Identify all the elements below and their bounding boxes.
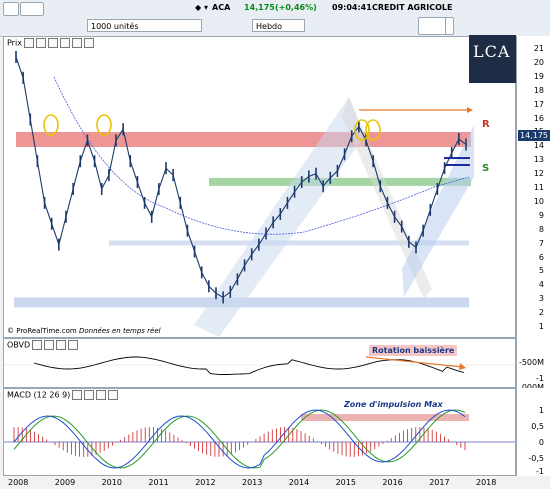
x-tick-label: 2017 — [429, 478, 450, 487]
macd-signal-line — [13, 409, 466, 469]
credit-text: © ProRealTime.com Données en temps réel — [7, 327, 161, 335]
x-tick-label: 2011 — [148, 478, 169, 487]
menu-icon[interactable] — [3, 2, 19, 16]
rising-channel — [194, 97, 364, 337]
price-tick: 7 — [538, 238, 544, 248]
triangle-icon: ◆ ▾ — [195, 3, 208, 12]
support-zone-mid — [109, 240, 469, 246]
impulse-annotation: Zone d'impulsion Max — [344, 400, 443, 409]
price-tick: 12 — [533, 169, 544, 179]
chevron-down-icon[interactable] — [445, 17, 454, 35]
macd-axis: 1 0,5 0 -0,5 -1 — [516, 388, 550, 476]
obvd-arrow — [365, 356, 463, 368]
level-line — [444, 163, 470, 166]
macd-tick: -1 — [536, 467, 544, 476]
rotation-annotation: Rotation baissière — [369, 345, 458, 356]
price-chart — [14, 50, 474, 337]
impulse-zone — [301, 414, 469, 421]
price-tick: 8 — [538, 224, 544, 234]
price-axis: 212019181716151413121110987654321 14,175 — [516, 36, 550, 338]
last-price: 14,175 — [244, 3, 275, 12]
x-tick-label: 2010 — [101, 478, 122, 487]
price-change: (+0,46%) — [275, 3, 317, 12]
lca-logo: LCA — [469, 35, 516, 83]
price-tick: 16 — [533, 113, 544, 123]
obvd-chart — [4, 356, 515, 375]
price-tick: 21 — [533, 44, 544, 53]
price-tick: 14 — [533, 141, 544, 151]
x-tick-label: 2018 — [476, 478, 497, 487]
obvd-arrow-head — [459, 363, 466, 370]
obvd-tick: -500M — [518, 358, 544, 367]
toolbar: ◆ ▾ ACA 14,175 (+0,46%) 09:04:41 CREDIT … — [0, 0, 550, 37]
support-label: S — [482, 163, 490, 174]
price-tick: 17 — [533, 99, 544, 109]
price-tick: 9 — [538, 210, 544, 220]
support-band — [209, 177, 471, 186]
price-tick: 5 — [538, 266, 544, 276]
close-icon[interactable] — [20, 2, 44, 16]
price-panel[interactable]: Prix R S © ProRealTime.com Données en te… — [3, 36, 516, 338]
last-price-tag: 14,175 — [518, 130, 550, 141]
highlight-circle — [43, 114, 59, 136]
macd-tick: 0,5 — [531, 422, 544, 431]
obvd-line — [33, 356, 465, 375]
x-tick-label: 2012 — [195, 478, 216, 487]
price-series — [15, 56, 467, 299]
target-arrow-head — [467, 107, 473, 113]
obvd-panel[interactable]: OBVD Rotation baissière — [3, 338, 516, 388]
price-tick: 11 — [533, 183, 544, 192]
x-tick-label: 2013 — [242, 478, 263, 487]
toolbar-row-bottom: 1000 unités Hebdo — [0, 17, 550, 35]
price-tick: 10 — [533, 196, 544, 206]
ticker-label: ACA — [212, 3, 231, 12]
level-line — [444, 157, 470, 160]
x-tick-label: 2016 — [382, 478, 403, 487]
macd-panel[interactable]: MACD (12 26 9) Zone d'impulsion Max — [3, 388, 516, 476]
price-label: 14,175 — [244, 3, 275, 12]
macd-tick: 1 — [538, 406, 544, 415]
x-tick-label: 2015 — [335, 478, 356, 487]
price-tick: 13 — [533, 155, 544, 165]
instrument-name: CREDIT AGRICOLE — [372, 3, 453, 12]
price-tick: 6 — [538, 252, 544, 262]
price-tick: 1 — [538, 322, 544, 331]
macd-line — [13, 409, 466, 469]
highlight-circle — [96, 114, 112, 136]
price-tick: 2 — [538, 308, 544, 318]
price-tick: 19 — [533, 71, 544, 81]
macd-tick: 0 — [538, 438, 544, 447]
quantity-select[interactable]: 1000 unités — [87, 19, 202, 32]
recent-channel — [402, 125, 474, 297]
macd-title: MACD (12 26 9) — [7, 390, 119, 400]
price-tick: 18 — [533, 85, 544, 95]
x-tick-label: 2014 — [288, 478, 310, 487]
period-select[interactable]: Hebdo — [252, 19, 305, 32]
toolbar-row-top: ◆ ▾ ACA 14,175 (+0,46%) 09:04:41 CREDIT … — [0, 0, 550, 35]
x-tick-label: 2008 — [8, 478, 29, 487]
price-tick: 20 — [533, 57, 544, 67]
moving-average — [53, 76, 470, 235]
macd-tick: -0,5 — [528, 454, 544, 463]
macd-chart — [4, 409, 515, 469]
obvd-axis: -500M -1 000M — [516, 338, 550, 392]
highlight-circle — [365, 119, 381, 141]
price-tick: 3 — [538, 294, 544, 304]
resistance-label: R — [482, 119, 490, 130]
price-tick: 4 — [538, 280, 544, 290]
obvd-tick: -1 000M — [522, 374, 544, 392]
obvd-title: OBVD — [7, 340, 79, 350]
change-label: (+0,46%) — [275, 3, 317, 12]
price-panel-title: Prix — [7, 38, 94, 48]
time-label: 09:04:41 — [332, 3, 372, 12]
x-tick-label: 2009 — [54, 478, 76, 487]
highlight-circle — [354, 119, 370, 141]
